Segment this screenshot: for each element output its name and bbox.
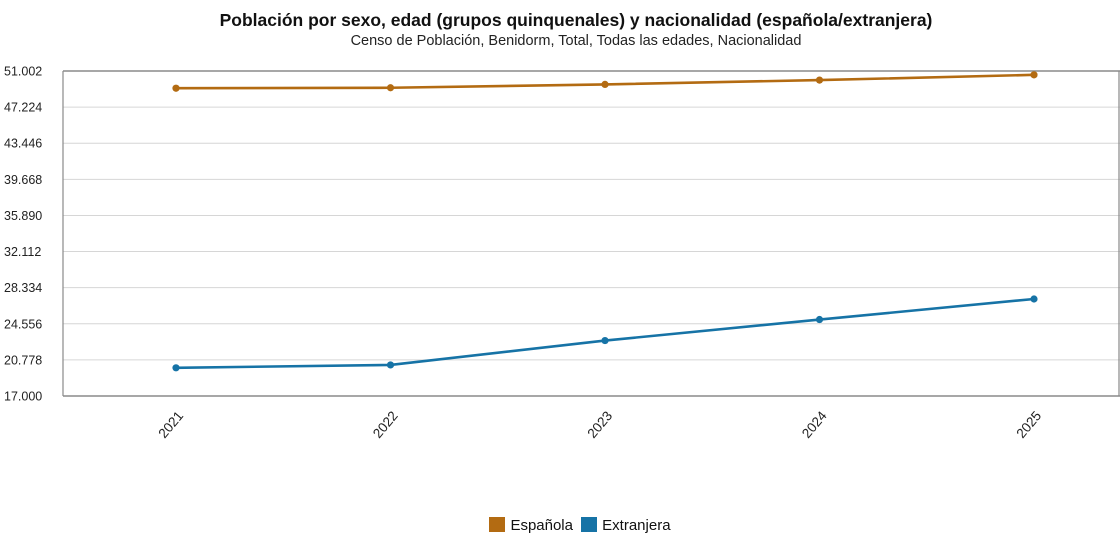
data-point[interactable] (1030, 71, 1038, 79)
y-tick-label: 51.002 (4, 65, 42, 79)
series-line[interactable] (175, 297, 1035, 370)
y-tick-label: 35.890 (4, 209, 42, 223)
data-point[interactable] (601, 336, 609, 345)
legend-item-extranjera[interactable]: Extranjera (581, 516, 671, 534)
legend-label-espanola: Española (510, 516, 573, 534)
data-point[interactable] (386, 361, 395, 369)
x-tick-label: 2025 (1013, 408, 1044, 441)
y-tick-label: 47.224 (4, 101, 42, 115)
chart-title: Población por sexo, edad (grupos quinque… (219, 10, 933, 30)
data-point[interactable] (815, 76, 824, 84)
legend-swatch-espanola (489, 516, 506, 532)
data-point[interactable] (601, 80, 609, 89)
x-tick-label: 2022 (370, 408, 401, 441)
legend-label-extranjera: Extranjera (602, 516, 671, 534)
legend: Española Extranjera (0, 516, 1120, 534)
legend-item-espanola[interactable]: Española (489, 516, 573, 534)
series-lines (172, 71, 1038, 372)
data-point[interactable] (1030, 295, 1038, 303)
legend-swatch-extranjera (581, 516, 598, 532)
data-point[interactable] (386, 84, 395, 92)
chart-subtitle: Censo de Población, Benidorm, Total, Tod… (350, 33, 802, 49)
data-point[interactable] (172, 84, 180, 92)
x-axis-ticks: 2021 2022 2023 2024 2025 (155, 408, 1044, 441)
y-tick-label: 20.778 (4, 353, 42, 367)
y-axis-ticks: 51.002 47.224 43.446 39.668 35.890 32.112 28.3… (4, 65, 42, 404)
x-tick-label: 2023 (584, 408, 615, 441)
grid-lines (62, 70, 1120, 397)
y-tick-label: 28.334 (4, 281, 42, 295)
x-tick-label: 2021 (155, 408, 186, 441)
y-tick-label: 43.446 (4, 137, 42, 151)
y-tick-label: 39.668 (4, 173, 42, 187)
data-point[interactable] (172, 364, 180, 372)
y-tick-label: 17.000 (4, 390, 42, 404)
y-tick-label: 32.112 (4, 245, 41, 259)
y-tick-label: 24.556 (4, 317, 42, 331)
data-point[interactable] (815, 315, 824, 324)
x-tick-label: 2024 (799, 408, 830, 441)
